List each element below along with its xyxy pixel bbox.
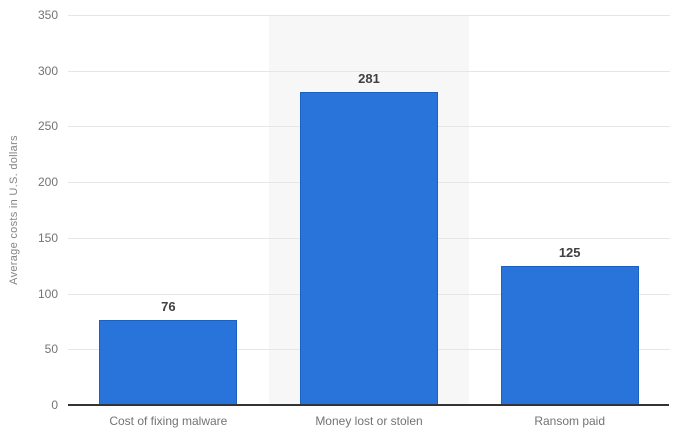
- category-labels: Cost of fixing malware Money lost or stol…: [68, 413, 670, 429]
- gridline: [68, 70, 670, 72]
- y-axis-tick-label: 150: [37, 230, 58, 245]
- y-axis-tick-label: 100: [37, 286, 58, 301]
- bar-value-label: 281: [358, 70, 380, 86]
- plot-columns: 76 281 125: [68, 15, 670, 405]
- x-axis-category-label: Cost of fixing malware: [109, 414, 228, 428]
- bar-value-label: 125: [558, 244, 581, 260]
- y-axis: 0 50 100 150 200 250 300 350: [0, 0, 58, 441]
- bar[interactable]: [300, 91, 438, 405]
- bar[interactable]: [500, 265, 639, 405]
- x-axis-category-label: Money lost or stolen: [315, 414, 423, 428]
- y-axis-tick-label: 300: [37, 63, 58, 78]
- plot-column: 281: [269, 15, 470, 405]
- y-axis-tick-label: 250: [37, 119, 58, 134]
- x-axis-category-label: Ransom paid: [534, 414, 606, 428]
- plot-column: 125: [469, 15, 670, 405]
- y-axis-tick-label: 0: [51, 398, 58, 412]
- gridline: [68, 15, 670, 16]
- plot-area: 76 281 125: [68, 15, 670, 405]
- y-axis-tick-label: 200: [37, 175, 58, 190]
- bar-value-label: 76: [161, 299, 176, 315]
- bar[interactable]: [99, 320, 238, 405]
- x-axis-line: [68, 404, 669, 406]
- y-axis-tick-label: 50: [44, 342, 58, 357]
- y-axis-tick-label: 350: [37, 8, 58, 22]
- plot-column: 76: [68, 15, 269, 405]
